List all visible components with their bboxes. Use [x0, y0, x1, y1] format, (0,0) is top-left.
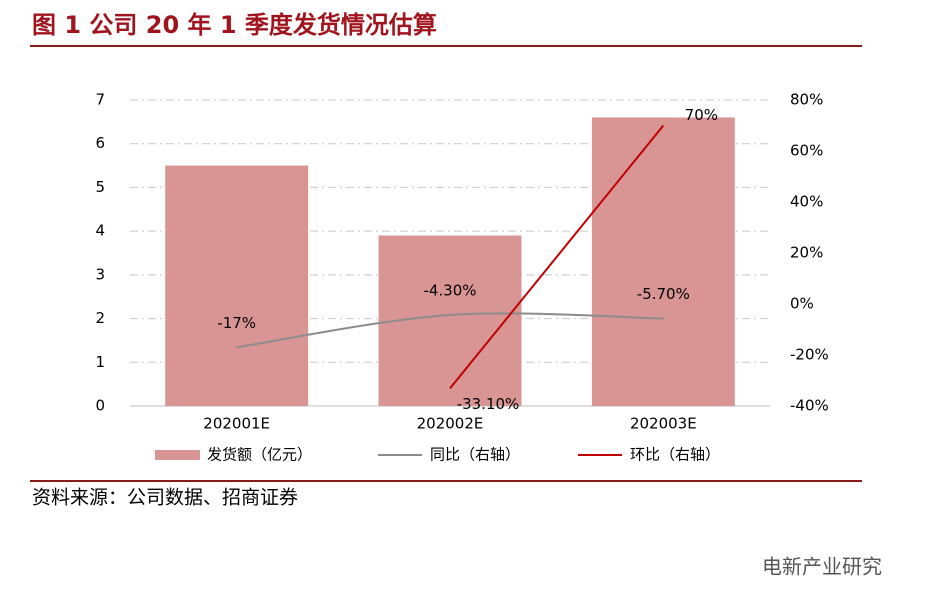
y-tick-label: 2 [95, 309, 105, 327]
y2-tick-label: 0% [790, 295, 814, 313]
y-tick-label: 1 [95, 353, 105, 371]
y2-tick-label: 80% [790, 91, 823, 109]
data-label: -33.10% [457, 395, 520, 413]
y-tick-label: 0 [95, 397, 105, 415]
data-label: -5.70% [637, 285, 690, 303]
bar [165, 165, 309, 406]
x-tick-label: 202001E [203, 415, 270, 433]
data-label: 70% [685, 106, 718, 124]
y-tick-label: 5 [95, 178, 105, 196]
chart-title: 图 1 公司 20 年 1 季度发货情况估算 [32, 11, 437, 39]
watermark: 电新产业研究 [762, 555, 882, 579]
line [236, 312, 664, 349]
bar [591, 117, 735, 406]
y-tick-label: 6 [95, 134, 105, 152]
legend-swatch [155, 450, 200, 460]
y2-tick-label: 20% [790, 244, 823, 262]
source: 资料来源：公司数据、招商证券 [32, 487, 298, 509]
line [449, 124, 665, 390]
y2-tick-label: -40% [790, 397, 829, 415]
data-label: -4.30% [423, 281, 476, 299]
y2-tick-label: -20% [790, 346, 829, 364]
y2-tick-label: 40% [790, 193, 823, 211]
data-label: -17% [217, 314, 256, 332]
y-tick-label: 4 [95, 222, 105, 240]
legend-label: 环比（右轴） [630, 446, 720, 464]
x-tick-label: 202002E [417, 415, 484, 433]
y-tick-label: 7 [95, 91, 105, 109]
y2-tick-label: 60% [790, 142, 823, 160]
legend-label: 发货额（亿元） [207, 446, 312, 464]
y-tick-label: 3 [95, 265, 105, 283]
x-tick-label: 202003E [630, 415, 697, 433]
legend-label: 同比（右轴） [430, 446, 520, 464]
